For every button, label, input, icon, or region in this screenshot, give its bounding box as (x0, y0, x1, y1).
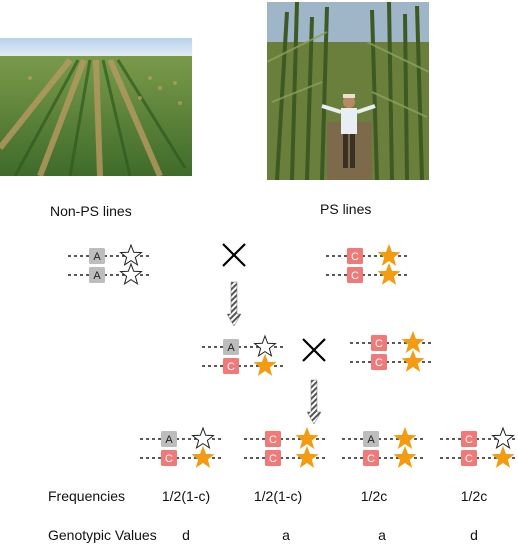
allele-label: A (93, 251, 101, 263)
genotype-progeny-4: CC (440, 426, 518, 468)
allele-label: C (269, 434, 277, 446)
filled-star-icon (491, 445, 515, 468)
ps-lines-label: PS lines (320, 201, 372, 217)
filled-star-icon (377, 243, 401, 266)
genotype-progeny-2: CC (244, 426, 326, 468)
cross-symbol-middle (302, 338, 326, 362)
allele-box (371, 335, 387, 351)
filled-star-icon (253, 353, 277, 376)
filled-star-icon (401, 349, 425, 372)
allele-box (161, 431, 177, 447)
empty-star-icon (491, 426, 515, 450)
filled-star-icon (191, 445, 215, 468)
genotype-progeny-3: AC (342, 426, 424, 468)
empty-star-icon (119, 262, 143, 286)
empty-star-icon (119, 243, 143, 267)
allele-box (461, 450, 477, 466)
genotype-ps-backcross-parent: CC (350, 330, 432, 372)
allele-box (265, 450, 281, 466)
allele-box (265, 431, 281, 447)
allele-label: C (269, 453, 277, 465)
genotypic-value: a (282, 527, 290, 543)
frequency-value: 1/2(1-c) (253, 488, 303, 504)
allele-box (223, 339, 239, 355)
allele-label: C (227, 361, 235, 373)
allele-label: A (367, 434, 375, 446)
filled-star-icon (393, 426, 417, 449)
genotypic-value: d (470, 527, 478, 543)
non-ps-field-photo (0, 38, 192, 176)
allele-box (161, 450, 177, 466)
cross-symbol-top (222, 243, 246, 267)
ps-field-photo (267, 2, 429, 180)
allele-label: A (227, 342, 235, 354)
allele-label: A (93, 270, 101, 282)
filled-star-icon (295, 445, 319, 468)
genotype-non-ps-parent: AA (68, 243, 150, 286)
allele-box (89, 267, 105, 283)
allele-label: A (165, 434, 173, 446)
arrow-down-icon (306, 379, 322, 425)
genotypic-value: d (182, 527, 190, 543)
allele-box (89, 248, 105, 264)
empty-star-icon (253, 334, 277, 358)
allele-label: C (465, 434, 473, 446)
genotype-ps-parent: CC (326, 243, 408, 285)
allele-label: C (367, 453, 375, 465)
allele-label: C (351, 251, 359, 263)
allele-label: C (465, 453, 473, 465)
allele-box (347, 248, 363, 264)
genotypic-values-header: Genotypic Values (48, 527, 157, 543)
genotype-progeny-1: AC (140, 426, 222, 468)
frequencies-header: Frequencies (48, 488, 126, 504)
frequency-value: 1/2c (460, 488, 488, 504)
allele-box (371, 354, 387, 370)
allele-box (461, 431, 477, 447)
filled-star-icon (393, 445, 417, 468)
genotypic-value: a (378, 527, 386, 543)
non-ps-lines-label: Non-PS lines (50, 203, 132, 219)
allele-label: C (351, 270, 359, 282)
allele-box (363, 450, 379, 466)
filled-star-icon (295, 426, 319, 449)
allele-box (363, 431, 379, 447)
filled-star-icon (401, 330, 425, 353)
frequency-value: 1/2(1-c) (161, 488, 211, 504)
allele-label: C (375, 338, 383, 350)
filled-star-icon (377, 262, 401, 285)
empty-star-icon (191, 426, 215, 450)
frequency-value: 1/2c (360, 488, 388, 504)
allele-box (223, 358, 239, 374)
allele-label: C (375, 357, 383, 369)
arrow-down-icon (226, 281, 242, 327)
allele-box (347, 267, 363, 283)
genotype-f1-hybrid: AC (202, 334, 284, 376)
allele-label: C (165, 453, 173, 465)
